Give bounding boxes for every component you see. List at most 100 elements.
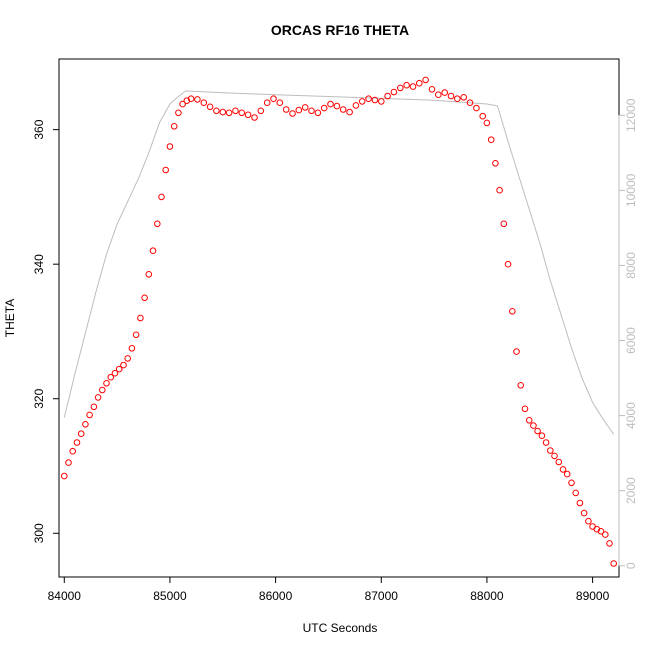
theta-point	[73, 439, 81, 446]
x-axis-label: UTC Seconds	[303, 621, 378, 635]
theta-point	[308, 107, 315, 115]
theta-point	[606, 540, 613, 547]
theta-point	[213, 107, 220, 115]
y-axis: 300 320 340 360	[32, 119, 60, 543]
theta-point	[257, 107, 265, 115]
theta-point	[517, 382, 525, 389]
theta-point	[403, 81, 410, 89]
theta-point	[94, 394, 102, 401]
theta-point	[466, 99, 474, 106]
theta-point	[200, 99, 208, 106]
theta-point	[276, 99, 284, 106]
theta-point	[435, 91, 442, 98]
theta-point	[371, 96, 379, 104]
theta-point	[397, 84, 404, 92]
theta-point	[473, 104, 480, 112]
theta-point	[179, 100, 186, 108]
theta-point	[128, 345, 136, 352]
theta-point	[314, 109, 322, 117]
theta-point	[441, 89, 449, 96]
x-tick-label: 87000	[365, 589, 399, 603]
theta-point	[295, 106, 303, 114]
y2-tick-label: 0	[624, 562, 638, 569]
theta-point	[352, 102, 360, 109]
theta-point	[327, 100, 334, 108]
theta-point	[460, 94, 468, 101]
theta-point	[551, 452, 558, 460]
theta-point	[111, 369, 119, 377]
theta-point	[333, 102, 341, 110]
theta-point	[77, 430, 85, 438]
theta-point	[358, 98, 366, 105]
y2-tick-label: 12000	[624, 98, 638, 132]
theta-point	[504, 260, 512, 268]
theta-point	[409, 83, 417, 90]
theta-point	[416, 79, 423, 87]
theta-point	[219, 108, 227, 116]
theta-point	[525, 417, 533, 424]
theta-point	[120, 361, 127, 369]
theta-point	[534, 427, 541, 435]
theta-point	[422, 76, 429, 84]
theta-point	[61, 472, 68, 480]
theta-point	[166, 143, 174, 150]
theta-point	[496, 186, 503, 194]
y-axis-label: THETA	[3, 299, 17, 337]
theta-point	[115, 365, 123, 373]
theta-point	[559, 466, 567, 473]
y2-tick-label: 6000	[624, 327, 638, 354]
theta-point	[542, 439, 550, 446]
theta-point	[602, 531, 609, 538]
theta-point	[513, 348, 520, 355]
theta-point	[454, 95, 461, 102]
theta-point	[580, 509, 588, 517]
theta-point	[282, 106, 290, 113]
theta-point	[390, 88, 398, 96]
theta-point	[137, 314, 144, 322]
x-tick-label: 89000	[576, 589, 610, 603]
y2-tick-label: 2000	[624, 477, 638, 504]
theta-point	[568, 479, 575, 487]
theta-point	[154, 220, 161, 228]
theta-point	[82, 421, 89, 428]
theta-point	[206, 103, 214, 111]
theta-point	[483, 119, 491, 127]
x-tick-label: 88000	[470, 589, 504, 603]
theta-point	[365, 95, 372, 102]
theta-point	[244, 111, 252, 119]
theta-point	[99, 386, 106, 394]
theta-point	[175, 109, 182, 117]
theta-point	[141, 294, 148, 302]
theta-point	[384, 92, 391, 100]
chart-title: ORCAS RF16 THETA	[271, 22, 409, 38]
theta-point	[597, 528, 605, 535]
theta-point	[232, 107, 239, 115]
y2-tick-label: 4000	[624, 402, 638, 429]
theta-point	[194, 96, 201, 103]
theta-point	[145, 271, 153, 278]
theta-point	[187, 95, 195, 102]
theta-point	[521, 405, 529, 413]
theta-point	[509, 308, 516, 315]
theta-point	[251, 114, 258, 121]
theta-point	[107, 373, 115, 381]
x-tick-label: 86000	[259, 589, 293, 603]
theta-point	[320, 104, 328, 112]
theta-point	[162, 166, 169, 174]
y-tick-label: 340	[32, 254, 46, 274]
theta-point	[500, 220, 508, 228]
x-tick-label: 84000	[48, 589, 82, 603]
theta-point	[301, 104, 309, 111]
theta-point	[447, 92, 455, 100]
theta-point	[149, 247, 157, 254]
theta-point	[487, 136, 495, 143]
y-tick-label: 300	[32, 523, 46, 543]
theta-point	[547, 447, 554, 454]
y2-axis: 0 2000 4000 6000 8000 10000 12000	[618, 98, 638, 569]
theta-point	[492, 160, 499, 167]
theta-point	[378, 98, 385, 105]
theta-points-series	[61, 76, 618, 567]
altitude-line	[63, 90, 615, 435]
theta-point	[572, 489, 580, 497]
